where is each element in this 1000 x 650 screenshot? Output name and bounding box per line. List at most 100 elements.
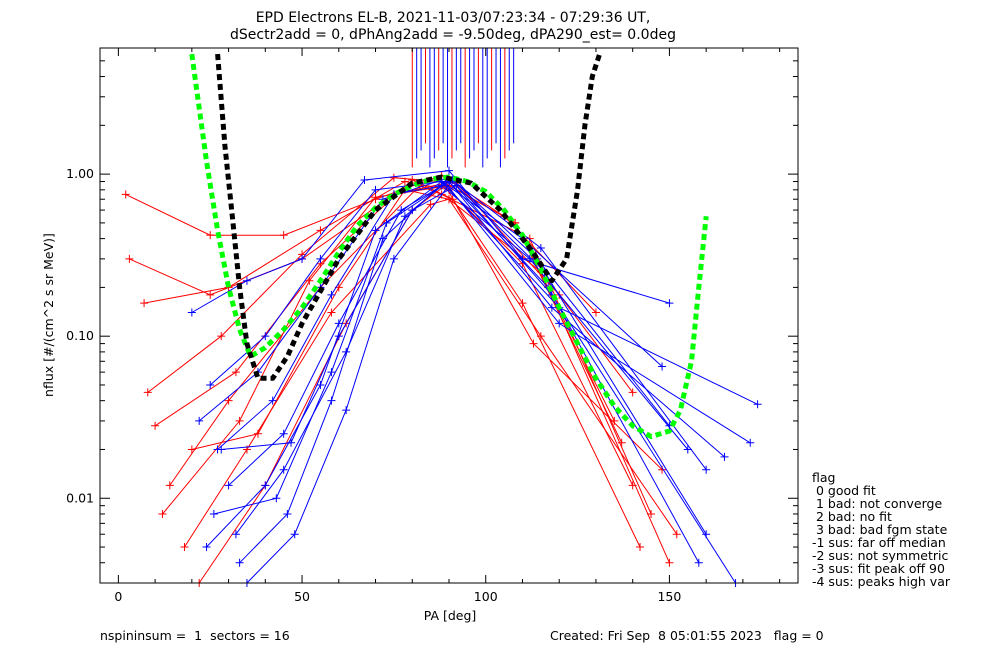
red-data-curve-marker — [610, 416, 619, 425]
blue-data-curve-marker — [283, 509, 292, 518]
legend-item: -2 sus: not symmetric — [812, 548, 948, 563]
blue-data-curve-marker — [206, 380, 215, 389]
blue-data-curve-marker — [187, 308, 196, 317]
red-data-curve-marker — [206, 290, 215, 299]
legend-item: -1 sus: far off median — [812, 535, 946, 550]
y-tick-label: 0.10 — [66, 328, 94, 343]
red-data-curve-marker — [445, 195, 453, 204]
blue-data-curve-marker — [683, 445, 692, 454]
red-data-curve-marker — [121, 190, 130, 199]
red-data-curve-marker — [180, 543, 189, 552]
red-data-curve-marker — [636, 543, 645, 552]
red-data-curve-marker — [389, 173, 398, 182]
blue-data-curve-marker — [360, 175, 369, 184]
fit-curves — [189, 53, 709, 440]
red-data-curve-marker — [536, 332, 545, 341]
red-data-curve-marker — [371, 193, 380, 202]
blue-data-curve-marker — [525, 254, 534, 263]
red-data-curve-marker — [617, 438, 626, 447]
red-data-curve — [198, 184, 663, 584]
chart-subtitle: dSectr2add = 0, dPhAng2add = -9.50deg, d… — [230, 27, 676, 43]
red-data-curve — [129, 182, 623, 444]
red-data-curve — [191, 189, 678, 535]
red-data-curve — [147, 177, 634, 393]
red-data-curve-marker — [158, 509, 167, 518]
blue-data-curve-marker — [342, 406, 351, 415]
y-axis-label: nflux [#/(cm^2 s sr MeV)] — [41, 233, 56, 397]
legend-item: 2 bad: no fit — [812, 509, 892, 524]
y-tick-label: 0.01 — [66, 490, 94, 505]
blue-data-curve-marker — [702, 465, 711, 474]
red-data-curve-marker — [143, 388, 152, 397]
blue-data-curve-marker — [371, 226, 380, 235]
blue-data-curve-marker — [746, 438, 755, 447]
blue-data-curve-marker — [753, 400, 762, 409]
blue-data-curve-marker — [209, 509, 218, 518]
blue-data-curve — [239, 176, 736, 584]
x-tick-label: 150 — [657, 589, 681, 604]
red-data-curve-marker — [217, 332, 226, 341]
plot-frame — [99, 47, 799, 584]
legend-item: 0 good fit — [812, 483, 876, 498]
blue-data-curve-marker — [261, 481, 270, 490]
blue-data-curve-marker — [279, 429, 288, 438]
red-data-curve-marker — [140, 299, 149, 308]
blue-data-curve-marker — [665, 299, 674, 308]
axes: 0 50 100 150 0.01 0.10 1.00 — [66, 47, 798, 604]
red-data-curve-marker — [235, 416, 244, 425]
blue-data-curve-marker — [694, 558, 703, 567]
blue-data-curve — [209, 180, 663, 386]
red-data-curve-marker — [327, 308, 336, 317]
blue-data-curve-marker — [371, 185, 380, 194]
red-data-curve — [184, 198, 670, 564]
red-data-curve-marker — [305, 276, 314, 285]
blue-data-curve-marker — [242, 276, 251, 285]
red-data-curve-marker — [591, 308, 600, 317]
blue-data-curve — [228, 180, 725, 486]
blue-data-curve-marker — [195, 416, 204, 425]
red-data-curve-marker — [165, 481, 174, 490]
red-data-curve-marker — [529, 339, 538, 348]
red-data-curve-marker — [518, 299, 527, 308]
blue-data-curve-marker — [327, 290, 336, 299]
blue-data-curve-marker — [334, 319, 343, 328]
blue-data-curve-marker — [327, 368, 336, 377]
red-data-curve-marker — [187, 445, 196, 454]
blue-data-curve-marker — [327, 396, 336, 405]
legend-item: 3 bad: bad fgm state — [812, 522, 948, 537]
blue-data-curve-marker — [298, 254, 307, 263]
blue-data-curve-marker — [272, 494, 281, 503]
blue-data-curve-marker — [720, 452, 729, 461]
legend-item: -4 sus: peaks high var — [812, 574, 951, 589]
blue-data-curve-marker — [279, 465, 288, 474]
blue-data-curve-marker — [555, 319, 564, 328]
red-data-curve-marker — [647, 509, 656, 518]
blue-data-curve-marker — [316, 380, 325, 389]
blue-data-curve-marker — [261, 332, 270, 341]
blue-data-curve-marker — [268, 396, 277, 405]
blue-data-curve-marker — [382, 218, 391, 227]
blue-data-curve-marker — [536, 244, 545, 253]
blue-data-curve-marker — [316, 254, 325, 263]
blue-data-curve-marker — [224, 481, 233, 490]
legend-title: flag — [812, 470, 835, 485]
blue-data-curve — [206, 180, 758, 548]
blue-data-curve-marker — [235, 558, 244, 567]
x-tick-label: 100 — [474, 589, 498, 604]
red-data-curve-marker — [426, 200, 435, 209]
legend-item: -3 sus: fit peak off 90 — [812, 561, 945, 576]
data-curves — [121, 48, 762, 587]
blue-data-curve-marker — [217, 445, 226, 454]
red-data-curve-marker — [206, 231, 215, 240]
legend: flag 0 good fit 1 bad: not converge 2 ba… — [812, 470, 951, 589]
blue-data-curve-marker — [231, 530, 240, 539]
blue-data-curve-marker — [408, 206, 417, 215]
red-data-curve-marker — [151, 421, 160, 430]
red-data-curve-marker — [279, 231, 288, 240]
red-data-curve-marker — [125, 254, 134, 263]
footer-left: nspininsum = 1 sectors = 16 — [100, 628, 290, 643]
red-data-curve-marker — [224, 396, 233, 405]
blue-data-curve-marker — [290, 530, 299, 539]
red-data-curve-marker — [253, 429, 262, 438]
